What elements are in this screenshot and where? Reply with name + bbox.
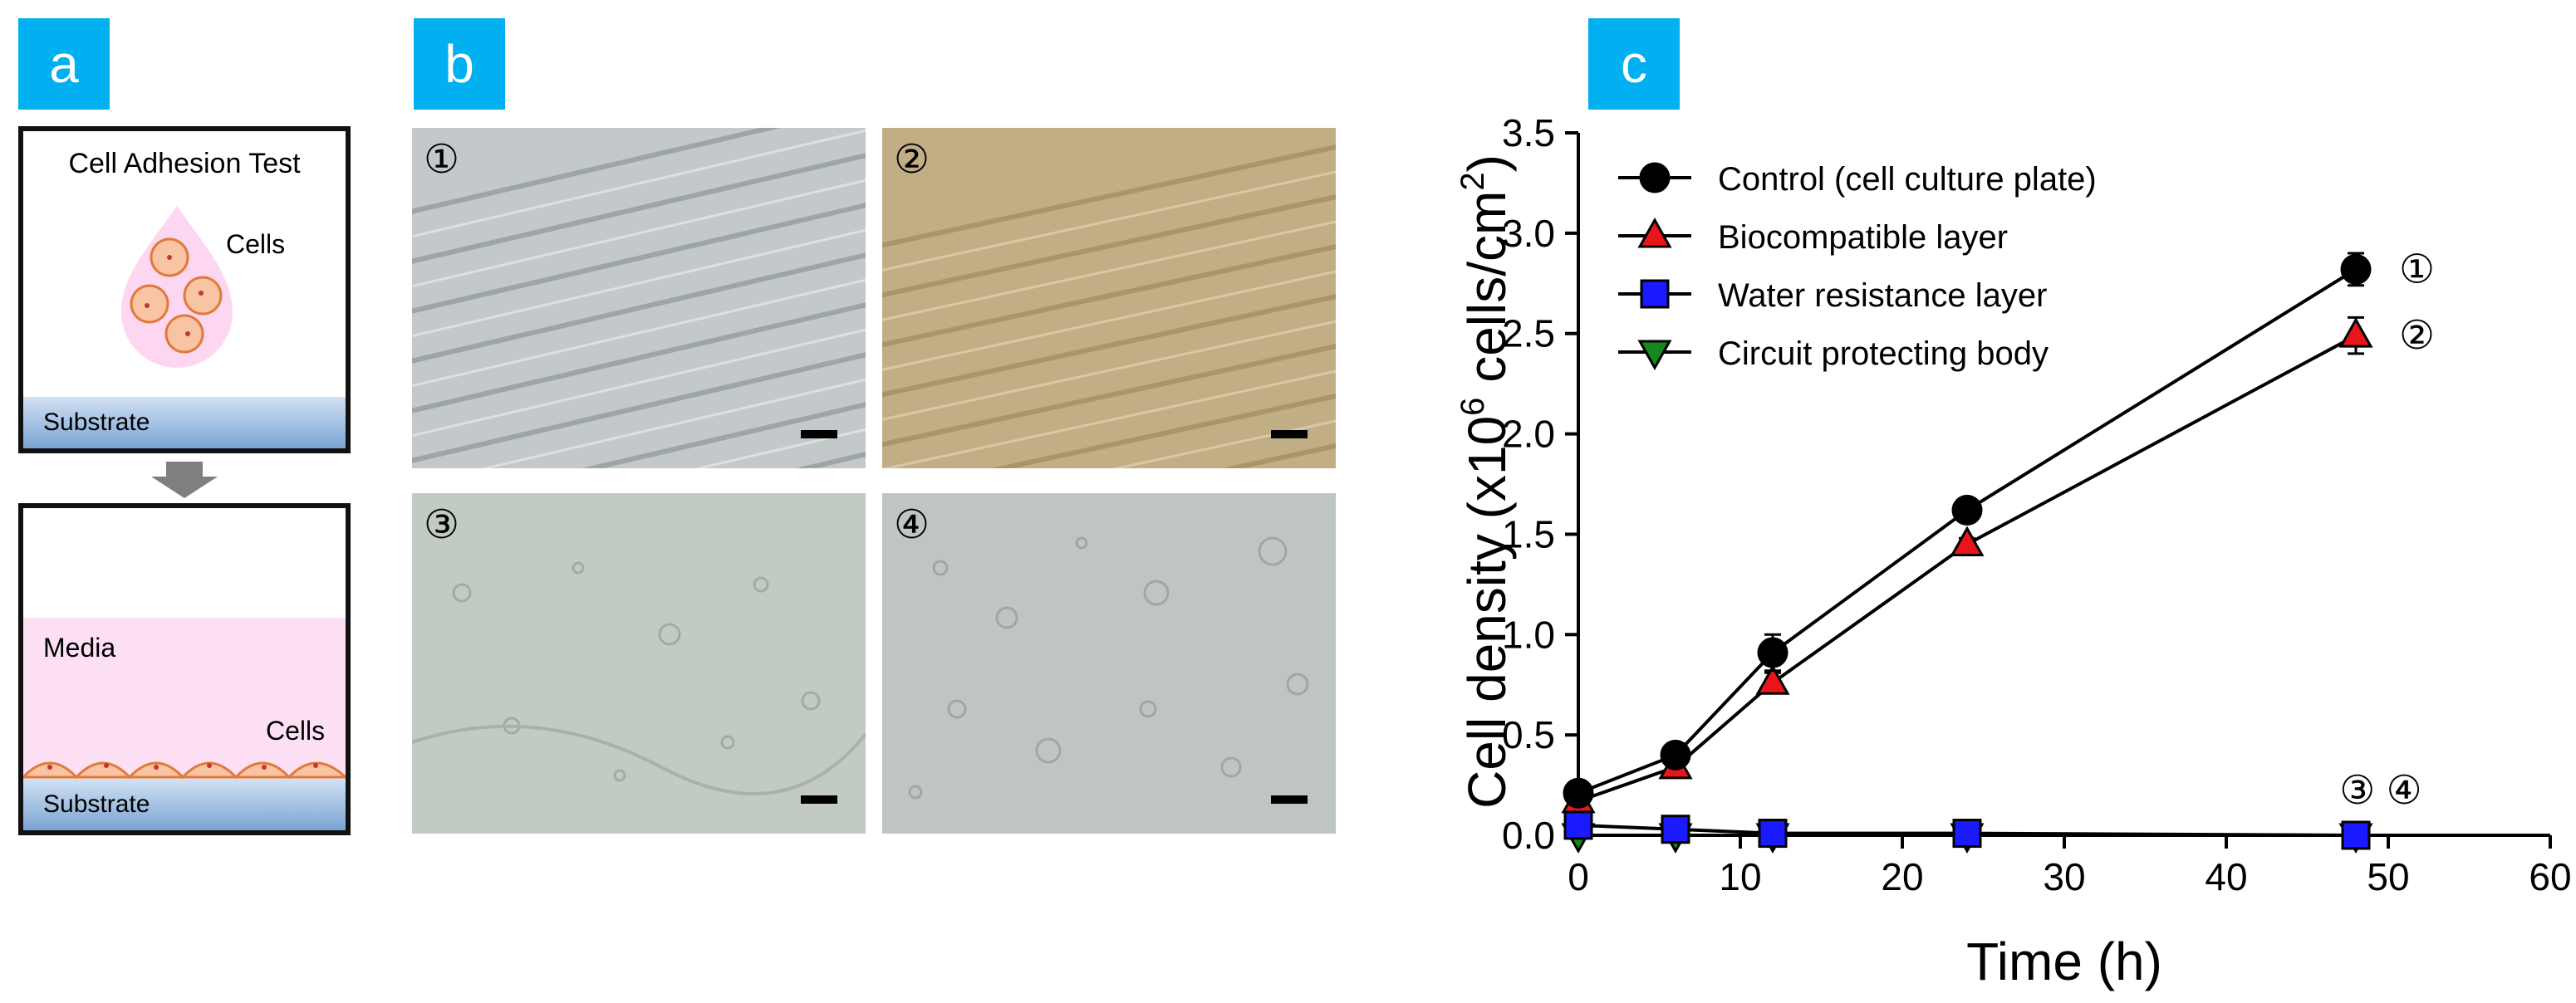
- annotation-label: ③ ④: [2339, 769, 2421, 813]
- scale-bar: [1271, 430, 1308, 438]
- micrograph-number: ①: [424, 138, 460, 182]
- substrate-label-bottom: Substrate: [43, 790, 150, 818]
- y-tick-label: 1.5: [1502, 512, 1555, 555]
- data-point: [1950, 526, 1985, 557]
- y-axis-label-suffix: ): [1457, 154, 1517, 172]
- x-tick-label: 30: [2043, 855, 2085, 898]
- legend-label: Circuit protecting body: [1718, 335, 2049, 372]
- data-point: [1758, 819, 1788, 849]
- micrograph-texture: [412, 561, 866, 795]
- legend-marker: [1639, 162, 1671, 193]
- x-tick-label: 50: [2367, 855, 2409, 898]
- series-layer: ① ② ③ ④: [1561, 247, 2435, 854]
- x-tick-label: 60: [2529, 855, 2571, 898]
- micrograph-control: ①: [412, 128, 866, 468]
- data-point: [2341, 820, 2371, 850]
- cell-density-chart: 0 10 20 30 40 50 60 0.0 0.5 1.0 1.5 2.0 2.5 3.0 3.5 ① ②…: [1455, 111, 2572, 991]
- down-arrow-icon: [151, 462, 218, 498]
- adhesion-test-schematic-before: Cell Adhesion Test Cells Substrate: [18, 126, 351, 453]
- x-axis-label: Time (h): [1966, 932, 2162, 991]
- micrograph-number: ③: [424, 503, 460, 547]
- y-axis-label-unit: cells/cm: [1457, 191, 1517, 398]
- legend: Control (cell culture plate) Biocompatibl…: [1618, 161, 2097, 372]
- series-square: [1563, 810, 2371, 850]
- data-point: [1951, 494, 1983, 526]
- substrate-label-top: Substrate: [43, 409, 150, 436]
- x-tick-label: 10: [1719, 855, 1761, 898]
- substrate-bottom: Substrate: [23, 779, 346, 830]
- micrograph-water-resistance: ③: [412, 493, 866, 834]
- panel-label-a: a: [18, 18, 110, 110]
- y-tick-label: 2.5: [1502, 312, 1555, 355]
- adhesion-test-title: Cell Adhesion Test: [68, 148, 301, 179]
- substrate-top: Substrate: [23, 397, 346, 448]
- adhesion-test-schematic-after: Media Cells Substrate: [18, 503, 351, 835]
- micrograph-circuit-protecting: ④: [882, 493, 1336, 834]
- series-circle: [1563, 252, 2372, 809]
- legend-label: Biocompatible layer: [1718, 219, 2008, 256]
- data-point: [1563, 810, 1593, 840]
- annotation-label: ②: [2399, 314, 2435, 358]
- legend-marker: [1637, 340, 1672, 371]
- micrograph-texture: [882, 144, 1336, 468]
- data-point: [2340, 253, 2372, 285]
- media-label: Media: [43, 633, 116, 663]
- data-point: [1757, 637, 1788, 668]
- micrograph-texture: [412, 128, 866, 468]
- cell-droplet-illustration: [121, 206, 233, 368]
- scale-bar: [801, 430, 837, 438]
- micrograph-biocompatible: ②: [882, 128, 1336, 468]
- scale-bar: [1271, 795, 1308, 804]
- micrograph-number: ②: [894, 138, 930, 182]
- legend-label: Water resistance layer: [1718, 277, 2047, 314]
- y-tick-label: 2.0: [1502, 413, 1555, 456]
- data-point: [2338, 317, 2373, 348]
- y-tick-label: 0.5: [1502, 713, 1555, 756]
- data-point: [1661, 815, 1690, 844]
- y-tick-label: 0.0: [1502, 814, 1555, 857]
- y-axis-label-prefix: Cell density (x10: [1457, 416, 1517, 809]
- x-tick-label: 40: [2205, 855, 2247, 898]
- legend-marker: [1640, 279, 1670, 309]
- y-axis-label: Cell density (x106 cells/cm2): [1455, 154, 1517, 809]
- y-axis-label-unit-exponent: 2: [1455, 172, 1491, 190]
- series-line: [1577, 334, 2357, 803]
- data-point: [1952, 819, 1982, 849]
- y-axis-label-exponent: 6: [1455, 398, 1491, 416]
- legend-label: Control (cell culture plate): [1718, 161, 2097, 198]
- panel-label-c: c: [1588, 18, 1680, 110]
- x-tick-label: 20: [1881, 855, 1923, 898]
- adhered-cells-illustration: [23, 761, 346, 780]
- series-triangle-up: [1561, 316, 2373, 814]
- annotation-label: ①: [2399, 247, 2435, 291]
- x-tick-label: 0: [1568, 855, 1589, 898]
- scale-bar: [801, 795, 837, 804]
- y-tick-label: 3.0: [1502, 212, 1555, 255]
- y-tick-label: 1.0: [1502, 613, 1555, 656]
- y-tick-label: 3.5: [1502, 111, 1555, 154]
- micrograph-texture: [908, 536, 1309, 800]
- data-point: [1563, 777, 1594, 809]
- cells-label-bottom: Cells: [266, 716, 326, 746]
- cells-label-top: Cells: [226, 229, 286, 259]
- data-point: [1755, 664, 1790, 695]
- micrograph-number: ④: [894, 503, 930, 547]
- data-point: [1660, 739, 1691, 771]
- legend-marker: [1637, 217, 1672, 248]
- panel-label-b: b: [414, 18, 505, 110]
